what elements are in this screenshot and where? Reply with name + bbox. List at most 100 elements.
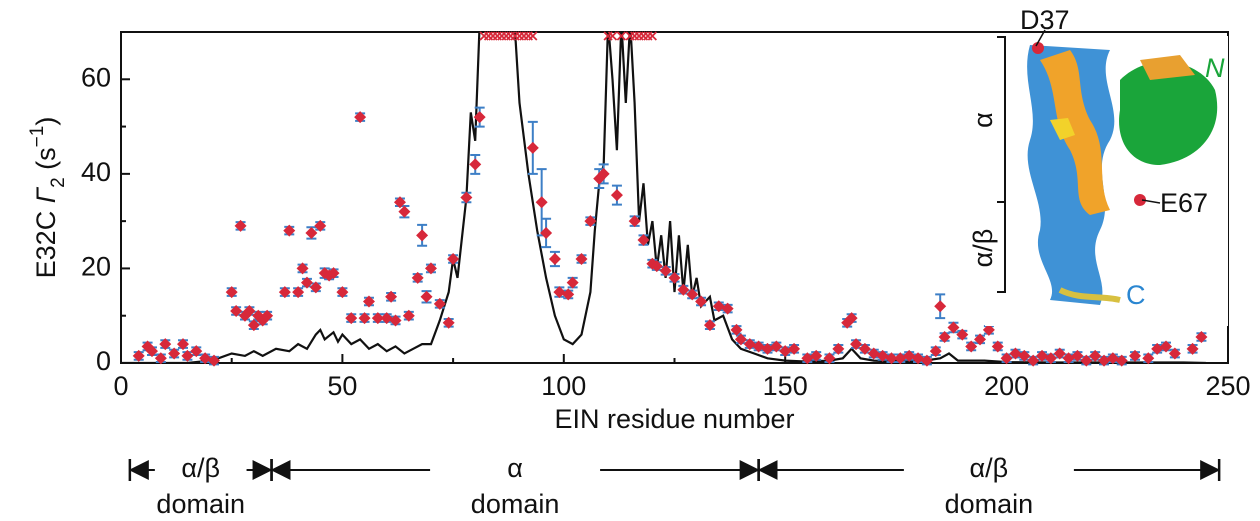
- n-domain: [1119, 61, 1218, 165]
- data-point: [1000, 352, 1013, 365]
- data-point: [965, 340, 978, 353]
- data-point: [858, 342, 871, 355]
- data-point: [261, 309, 274, 322]
- data-point: [411, 271, 424, 284]
- data-point: [721, 302, 734, 315]
- data-point: [867, 347, 880, 360]
- data-point: [199, 352, 212, 365]
- data-point: [677, 283, 690, 296]
- data-point: [1168, 347, 1181, 360]
- data-point: [912, 352, 925, 365]
- y-tick-label: 20: [81, 252, 111, 282]
- offscale-marker: [647, 31, 657, 41]
- domain-label: α: [507, 453, 523, 483]
- leader: [1141, 199, 1161, 204]
- data-point: [553, 286, 566, 299]
- data-point: [132, 349, 145, 362]
- data-point: [686, 288, 699, 301]
- data-point: [730, 323, 743, 336]
- label-alpha-beta: α/β: [968, 229, 998, 268]
- data-point: [974, 333, 987, 346]
- data-point: [1160, 340, 1173, 353]
- offscale-marker: [616, 31, 627, 41]
- data-point: [562, 288, 575, 301]
- x-tick-label: 200: [984, 371, 1029, 401]
- data-point: [1129, 349, 1142, 362]
- inset-bracket: [997, 36, 1006, 293]
- data-point: [695, 295, 708, 308]
- data-point: [850, 338, 863, 351]
- x-tick-label: 0: [113, 371, 128, 401]
- data-point: [1195, 330, 1208, 343]
- offscale-marker: [528, 31, 538, 41]
- data-point: [885, 352, 898, 365]
- x-tick-label: 250: [1205, 371, 1250, 401]
- data-point: [788, 342, 801, 355]
- data-point: [385, 290, 398, 303]
- data-point: [327, 267, 340, 280]
- y-axis-label-part: −1: [27, 126, 48, 148]
- data-point: [540, 226, 553, 239]
- data-point: [380, 312, 393, 325]
- data-point: [956, 328, 969, 341]
- data-point: [1009, 347, 1022, 360]
- data-point: [230, 304, 243, 317]
- domain-label: α/β: [181, 453, 220, 483]
- data-point: [938, 330, 951, 343]
- y-axis-label-part: E32C: [31, 203, 61, 278]
- data-point: [832, 342, 845, 355]
- data-point: [296, 262, 309, 275]
- data-point: [1080, 354, 1093, 367]
- domain-label: α/β: [970, 453, 1009, 483]
- data-point: [402, 309, 415, 322]
- data-point: [810, 349, 823, 362]
- data-point: [610, 189, 623, 202]
- data-point: [566, 276, 579, 289]
- data-point: [845, 312, 858, 325]
- data-point: [389, 314, 402, 327]
- data-point: [283, 224, 296, 237]
- data-point: [703, 319, 716, 332]
- data-point: [1106, 352, 1119, 365]
- data-point: [371, 312, 384, 325]
- data-point: [292, 286, 305, 299]
- data-point: [358, 312, 371, 325]
- y-tick-label: 0: [96, 346, 111, 376]
- data-point: [398, 205, 411, 218]
- data-point: [650, 260, 663, 273]
- data-point: [1044, 352, 1057, 365]
- domain-label: domain: [471, 489, 560, 519]
- data-point: [597, 167, 610, 180]
- data-point: [903, 349, 916, 362]
- data-point: [779, 345, 792, 358]
- data-point: [659, 264, 672, 277]
- site: [1134, 194, 1146, 206]
- data-point: [442, 316, 455, 329]
- y-tick-label: 40: [81, 157, 111, 187]
- data-point: [1115, 354, 1128, 367]
- inset-structure: D37 E67 α α/β N C: [968, 5, 1228, 326]
- data-point: [1018, 349, 1031, 362]
- data-point: [420, 290, 433, 303]
- data-point: [207, 354, 220, 367]
- data-point: [1151, 342, 1164, 355]
- label-n: N: [1205, 53, 1225, 83]
- data-point: [309, 281, 322, 294]
- y-axis-label-part: Γ: [31, 186, 61, 203]
- data-point: [743, 338, 756, 351]
- data-point: [801, 352, 814, 365]
- y-tick-label: 60: [81, 62, 111, 92]
- x-tick-label: 50: [327, 371, 357, 401]
- data-point: [247, 319, 260, 332]
- data-point: [314, 219, 327, 232]
- data-point: [1098, 354, 1111, 367]
- data-point: [920, 354, 933, 367]
- data-point: [668, 271, 681, 284]
- data-point: [168, 347, 181, 360]
- label-d37: D37: [1020, 5, 1070, 35]
- data-point: [473, 111, 486, 124]
- data-point: [278, 286, 291, 299]
- domain-label: domain: [945, 489, 1034, 519]
